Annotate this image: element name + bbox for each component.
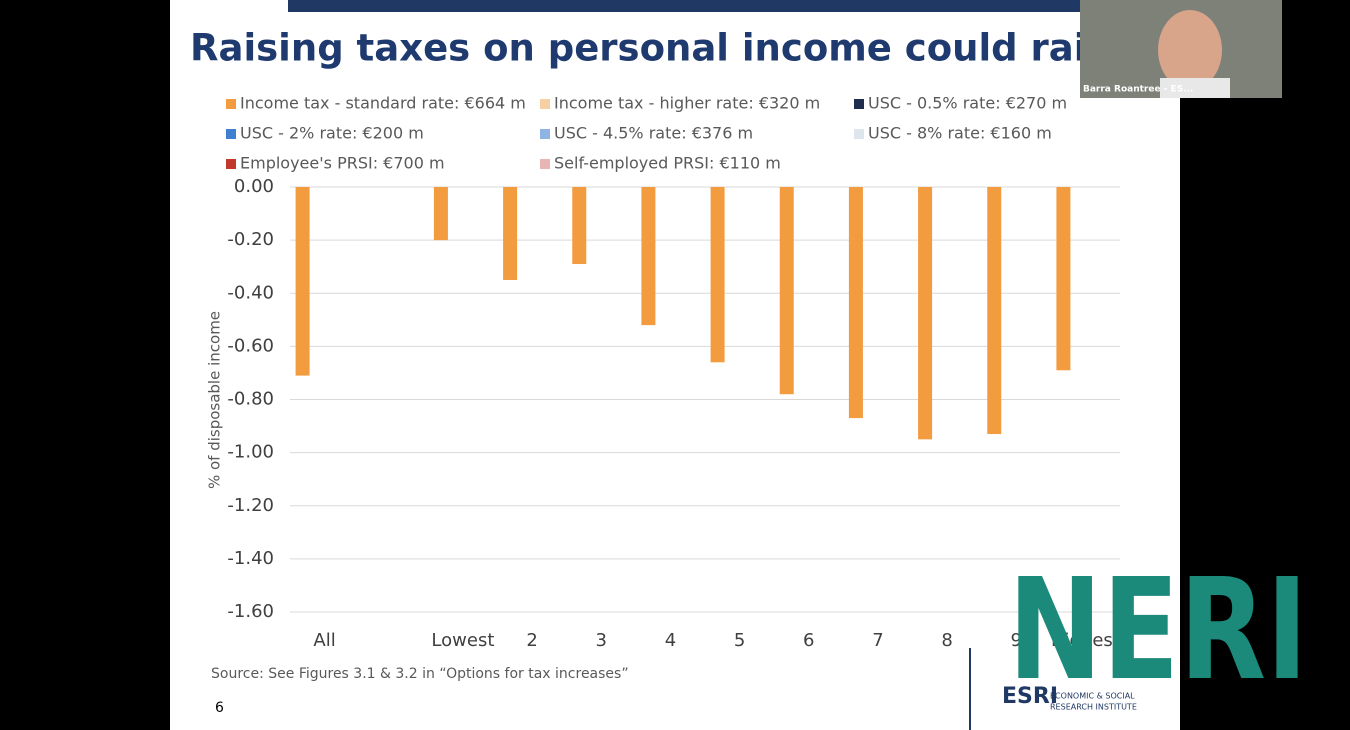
legend-swatch [540, 159, 550, 169]
y-tick-label: -0.40 [227, 282, 274, 303]
y-tick-label: -0.80 [227, 389, 274, 410]
legend-label: USC - 0.5% rate: €270 m [868, 94, 1067, 113]
legend-label: USC - 8% rate: €160 m [868, 124, 1052, 143]
x-tick-label: 7 [872, 630, 883, 651]
slide-title: Raising taxes on personal income could r… [190, 27, 1198, 70]
y-tick-label: -1.40 [227, 548, 274, 569]
y-tick-label: -0.60 [227, 335, 274, 356]
y-tick-label: -0.20 [227, 229, 274, 250]
bar [295, 187, 310, 376]
bar [710, 187, 725, 363]
esri-line: ECONOMIC & SOCIAL [1050, 692, 1135, 701]
bar [1056, 187, 1071, 371]
bar [918, 187, 933, 440]
legend-swatch [854, 129, 864, 139]
x-tick-label: 9 [1011, 630, 1022, 651]
y-tick-label: -1.20 [227, 495, 274, 516]
source: Source: See Figures 3.1 & 3.2 in “Option… [211, 666, 629, 682]
x-tick-label: 4 [665, 630, 676, 651]
legend-swatch [226, 99, 236, 109]
y-tick-label: -1.00 [227, 442, 274, 463]
webcam-face [1158, 10, 1222, 90]
slide [170, 0, 1180, 730]
bar [848, 187, 863, 419]
bar [987, 187, 1002, 435]
title-bar [288, 0, 1080, 12]
page-number: 6 [215, 700, 224, 716]
y-tick-label: -1.60 [227, 601, 274, 622]
x-tick-label: Lowest [431, 630, 494, 651]
legend-swatch [540, 99, 550, 109]
bar [572, 187, 587, 265]
bar [641, 187, 656, 326]
legend-label: Income tax - higher rate: €320 m [554, 94, 820, 113]
legend-label: Employee's PRSI: €700 m [240, 154, 445, 173]
legend-label: Self-employed PRSI: €110 m [554, 154, 781, 173]
bar [503, 187, 518, 280]
legend-label: USC - 4.5% rate: €376 m [554, 124, 753, 143]
x-tick-label: All [313, 630, 335, 651]
plot: 0.00 -0.20 -0.40 -0.60 -0.80 -1.00 -1.20 -1.40 -… [226, 94, 1120, 651]
y-axis-label: % of disposable income [206, 311, 224, 489]
webcam-label: Barra Roantree - ES... [1083, 85, 1193, 95]
legend-label: USC - 2% rate: €200 m [240, 124, 424, 143]
x-tick-label: Highest [1051, 630, 1120, 651]
x-tick-label: 2 [526, 630, 537, 651]
legend-swatch [226, 159, 236, 169]
legend-swatch [854, 99, 864, 109]
bar [433, 187, 448, 241]
webcam-shirt [1160, 78, 1230, 98]
bar [779, 187, 794, 395]
esri-logo: ESRI [1002, 684, 1058, 709]
x-tick-label: 6 [803, 630, 814, 651]
x-tick-label: 5 [734, 630, 745, 651]
neri-logo: NERI [1008, 549, 1308, 712]
legend-swatch [540, 129, 550, 139]
x-tick-label: 8 [941, 630, 952, 651]
y-tick-label: 0.00 [234, 176, 274, 197]
legend-swatch [226, 129, 236, 139]
legend-label: Income tax - standard rate: €664 m [240, 94, 526, 113]
esri-line: RESEARCH INSTITUTE [1050, 703, 1137, 712]
x-tick-label: 3 [596, 630, 607, 651]
